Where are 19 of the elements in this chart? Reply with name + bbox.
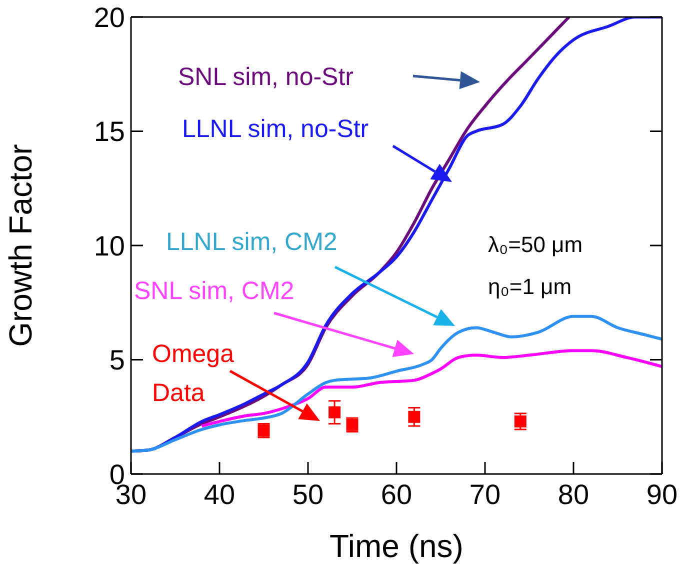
- x-tick-label: 50: [292, 478, 324, 510]
- y-tick-label: 10: [94, 230, 125, 262]
- y-axis-title: Growth Factor: [2, 144, 38, 347]
- text: LLNL sim, CM2: [166, 228, 338, 256]
- x-tick-label: 40: [204, 478, 236, 510]
- text: SNL sim, CM2: [134, 277, 294, 305]
- text: SNL sim, no-Str: [178, 63, 354, 91]
- annotation: η₀=1 μm: [488, 274, 572, 299]
- x-tick-label: 90: [646, 478, 678, 510]
- x-tick-label: 80: [558, 478, 590, 510]
- x-tick-label: 60: [380, 478, 412, 510]
- x-tick-label: 70: [469, 478, 501, 510]
- annotation: λ₀=50 μm: [488, 232, 583, 257]
- y-tick-label: 5: [109, 344, 125, 376]
- y-tick-label: 15: [94, 116, 125, 148]
- y-tick-label: 20: [94, 2, 125, 33]
- text: LLNL sim, no-Str: [182, 115, 369, 143]
- series-label: Omega Data: [152, 340, 234, 407]
- x-axis-title: Time (ns): [330, 528, 464, 564]
